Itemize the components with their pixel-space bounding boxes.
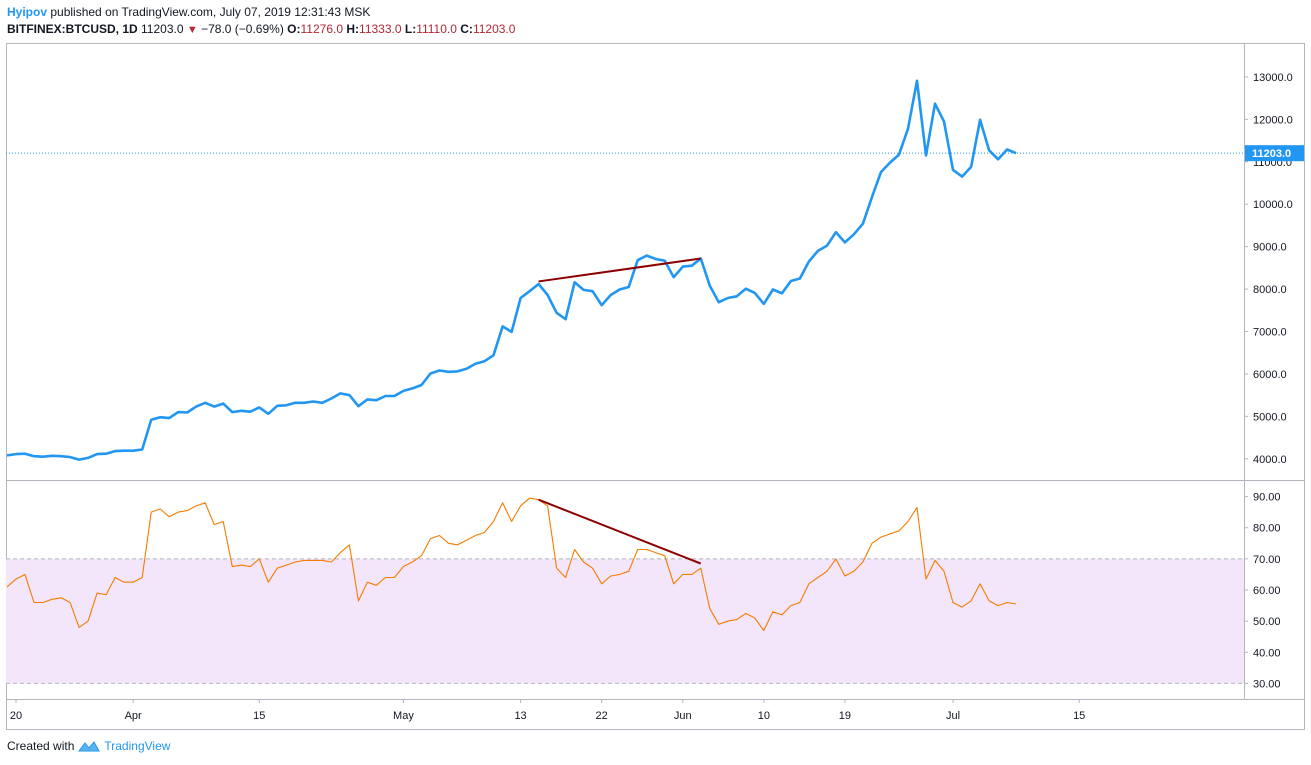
low-value: 11110.0 xyxy=(416,22,457,36)
time-tick-label: 15 xyxy=(253,710,265,722)
rsi-tick-label: 60.00 xyxy=(1253,585,1281,597)
publish-info: published on TradingView.com, July 07, 2… xyxy=(50,5,371,19)
last-price-label-bg xyxy=(1245,145,1304,162)
time-tick-label: May xyxy=(393,710,414,722)
time-tick-label: 20 xyxy=(10,710,22,722)
price-tick-label: 10000.0 xyxy=(1253,199,1293,211)
high-value: 11333.0 xyxy=(359,22,402,36)
last-price-label: 11203.0 xyxy=(1252,148,1291,160)
time-tick-label: Apr xyxy=(125,710,142,722)
price-tick-label: 9000.0 xyxy=(1253,242,1287,254)
rsi-series-line xyxy=(6,497,1017,632)
down-arrow-icon: ▼ xyxy=(186,24,198,36)
price-tick-label: 4000.0 xyxy=(1253,454,1287,466)
price-trendline xyxy=(538,257,701,283)
close-value: 11203.0 xyxy=(472,22,516,36)
time-tick-label: 10 xyxy=(758,710,770,722)
rsi-tick-label: 80.00 xyxy=(1253,523,1281,535)
chart-frame xyxy=(6,43,1305,730)
tradingview-brand[interactable]: TradingView xyxy=(104,739,171,753)
price-tick-label: 5000.0 xyxy=(1253,411,1287,423)
time-tick-label: 22 xyxy=(596,710,608,722)
price-tick-label: 12000.0 xyxy=(1253,114,1293,126)
chart-header: Hyipov published on TradingView.com, Jul… xyxy=(7,4,515,39)
symbol-line: BITFINEX:BTCUSD, 1D 11203.0 ▼ −78.0 (−0.… xyxy=(7,21,515,39)
rsi-trendline xyxy=(538,498,702,565)
open-label: O: xyxy=(287,22,301,36)
rsi-tick-label: 50.00 xyxy=(1253,616,1281,628)
footer: Created with TradingView xyxy=(7,739,170,753)
price-tick-label: 8000.0 xyxy=(1253,284,1287,296)
change-value: −78.0 (−0.69%) xyxy=(201,22,284,36)
created-with-text: Created with xyxy=(7,739,75,753)
price-tick-label: 6000.0 xyxy=(1253,369,1287,381)
tradingview-logo-icon xyxy=(78,741,101,752)
symbol-label[interactable]: BITFINEX:BTCUSD, 1D xyxy=(7,22,138,36)
close-label: C: xyxy=(460,22,473,36)
time-tick-label: 19 xyxy=(839,710,851,722)
price-series-line xyxy=(6,79,1017,461)
high-label: H: xyxy=(346,22,360,36)
low-label: L: xyxy=(404,22,417,36)
price-tick-label: 13000.0 xyxy=(1253,72,1293,84)
author-link[interactable]: Hyipov xyxy=(7,5,48,19)
chart-area[interactable]: 4000.0 5000.0 6000.0 7000.0 8000.0 9000.0 1000… xyxy=(6,43,1305,730)
rsi-tick-label: 90.00 xyxy=(1253,492,1281,504)
time-tick-label: 13 xyxy=(514,710,526,722)
price-tick-label: 7000.0 xyxy=(1253,327,1287,339)
rsi-tick-label: 40.00 xyxy=(1253,647,1281,659)
rsi-tick-label: 70.00 xyxy=(1253,554,1281,566)
time-tick-label: 15 xyxy=(1073,710,1085,722)
time-tick-label: Jun xyxy=(674,710,692,722)
chart-svg[interactable]: 4000.0 5000.0 6000.0 7000.0 8000.0 9000.0 1000… xyxy=(6,43,1305,730)
time-tick-label: Jul xyxy=(946,710,960,722)
open-value: 11276.0 xyxy=(300,22,344,36)
rsi-tick-label: 30.00 xyxy=(1253,678,1281,690)
publish-line: Hyipov published on TradingView.com, Jul… xyxy=(7,4,515,21)
last-price-value: 11203.0 xyxy=(141,22,184,36)
rsi-band xyxy=(6,558,1244,684)
